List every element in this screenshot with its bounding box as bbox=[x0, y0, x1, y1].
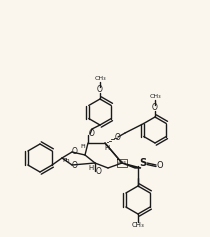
Text: CH₃: CH₃ bbox=[132, 222, 144, 228]
Text: O: O bbox=[72, 160, 78, 169]
Text: Ph: Ph bbox=[62, 158, 70, 163]
Text: O: O bbox=[157, 161, 163, 170]
Text: O: O bbox=[115, 133, 121, 142]
Text: S: S bbox=[139, 158, 147, 168]
Text: Abs: Abs bbox=[118, 160, 126, 165]
Polygon shape bbox=[122, 163, 141, 168]
Text: O: O bbox=[89, 128, 95, 137]
Text: H: H bbox=[104, 145, 110, 151]
Text: O: O bbox=[97, 85, 103, 94]
Text: CH₃: CH₃ bbox=[94, 77, 106, 82]
Text: O: O bbox=[72, 147, 78, 156]
Text: Ḧ: Ḧ bbox=[81, 145, 85, 150]
Text: H: H bbox=[88, 165, 94, 171]
Text: O: O bbox=[152, 102, 158, 111]
Text: O: O bbox=[96, 167, 102, 176]
Text: CH₃: CH₃ bbox=[149, 95, 161, 100]
